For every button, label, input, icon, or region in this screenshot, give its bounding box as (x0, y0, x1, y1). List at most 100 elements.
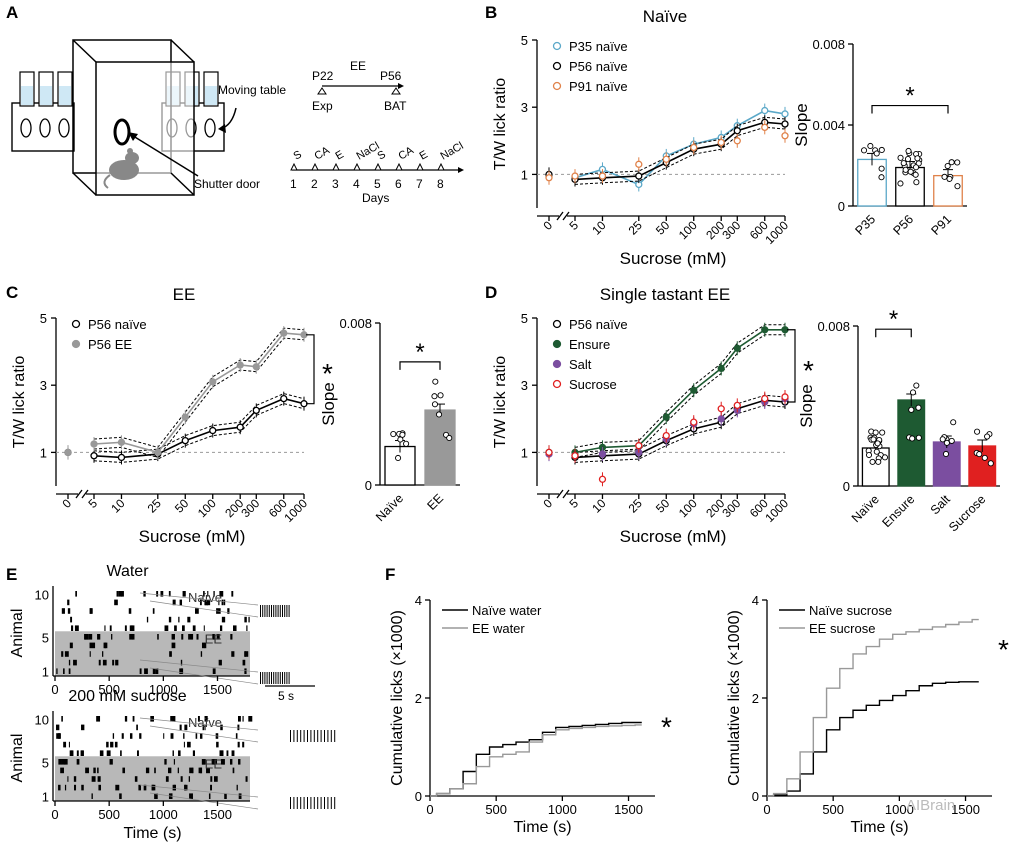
inset-tick (296, 797, 298, 809)
individual-point (974, 428, 981, 435)
inset-tick (262, 672, 264, 684)
lick-tick (73, 776, 77, 782)
day-tick-label: 6 (395, 177, 402, 191)
lick-tick (213, 776, 218, 782)
lick-tick (206, 767, 210, 774)
lick-tick (219, 625, 223, 631)
legend-marker (552, 379, 562, 389)
data-point (598, 475, 607, 483)
lick-tick (197, 716, 200, 722)
category-label: P91 (928, 212, 954, 238)
y-axis-label: T/W lick ratio (11, 356, 28, 449)
lick-tick (80, 750, 84, 756)
lick-tick (68, 668, 71, 674)
legend-marker (71, 339, 81, 349)
lick-tick (216, 634, 220, 640)
lick-tick (208, 793, 211, 799)
data-point (545, 174, 553, 182)
lick-tick (237, 716, 241, 722)
significance-bracket (399, 361, 441, 370)
lick-tick (210, 784, 213, 791)
inset-tick (286, 672, 288, 684)
lick-tick (178, 750, 181, 756)
data-point (781, 110, 789, 118)
lick-tick (183, 741, 185, 748)
lick-tick (110, 741, 114, 748)
data-point (236, 423, 244, 431)
lick-tick (74, 625, 79, 631)
lick-tick (236, 784, 238, 791)
lick-tick (177, 767, 179, 774)
lick-tick (244, 668, 247, 674)
x-tick-label: 100 (195, 496, 219, 520)
legend-label: P35 naïve (569, 39, 628, 54)
lick-tick (163, 733, 165, 739)
legend-label: Naïve sucrose (809, 603, 892, 618)
lick-tick (151, 784, 156, 791)
lick-tick (192, 750, 195, 756)
bar (384, 445, 416, 486)
y-tick-label: 1 (521, 445, 528, 460)
x-tick-label: 25 (626, 218, 646, 238)
individual-point (869, 458, 876, 465)
lick-tick (136, 750, 139, 756)
x-tick-label: 0 (540, 496, 555, 511)
inset-tick (334, 730, 336, 742)
x-tick-label: 1500 (614, 802, 643, 817)
lick-tick (231, 591, 234, 597)
lick-tick (76, 759, 80, 765)
day-tick-label: 1 (290, 177, 297, 191)
lick-tick (129, 634, 133, 640)
individual-point (912, 164, 920, 171)
day-tick-label: 4 (353, 177, 360, 191)
inset-tick (330, 730, 332, 742)
data-point (733, 137, 741, 145)
lick-tick (235, 733, 238, 739)
inset-tick (296, 730, 298, 742)
lick-tick (170, 716, 173, 722)
y-tick-label: 1 (40, 445, 47, 460)
y-tick-label: 0.008 (812, 37, 845, 52)
lick-tick (81, 784, 84, 791)
data-point (781, 132, 789, 140)
svg-text:EE: EE (350, 59, 366, 73)
lick-tick (231, 750, 235, 756)
inset-tick (307, 797, 308, 809)
individual-point (870, 436, 877, 443)
lick-tick (212, 634, 215, 640)
x-tick-label: 25 (626, 496, 646, 516)
individual-point (879, 429, 886, 436)
lick-tick (128, 608, 132, 614)
lick-tick (201, 759, 206, 765)
lick-tick (70, 616, 73, 623)
axis-break (556, 211, 570, 221)
lick-tick (210, 776, 213, 782)
lick-tick (173, 759, 175, 765)
y-tick-label: 0 (415, 789, 422, 804)
lick-tick (160, 591, 164, 597)
lick-tick (216, 741, 219, 748)
panel-label-b: B (485, 3, 497, 22)
y-tick-label: 0 (843, 479, 850, 494)
lick-tick (103, 642, 108, 649)
lick-tick (213, 591, 215, 597)
lick-tick (227, 608, 230, 614)
lick-tick (164, 625, 169, 631)
lick-tick (220, 724, 223, 731)
individual-point (902, 166, 909, 173)
lick-tick (67, 608, 71, 614)
lick-tick (81, 724, 85, 731)
y-tick-label: 0.008 (339, 316, 372, 331)
cumulative-line (430, 724, 642, 797)
x-tick-label: 1000 (149, 807, 178, 822)
moving-table-label: Moving table (218, 83, 286, 97)
inset-tick (327, 797, 329, 809)
lick-tick (139, 668, 142, 674)
svg-text:BAT: BAT (384, 99, 407, 113)
inset-tick (262, 605, 264, 617)
lick-tick (64, 784, 67, 791)
lick-tick (152, 668, 156, 674)
lick-tick (115, 784, 120, 791)
